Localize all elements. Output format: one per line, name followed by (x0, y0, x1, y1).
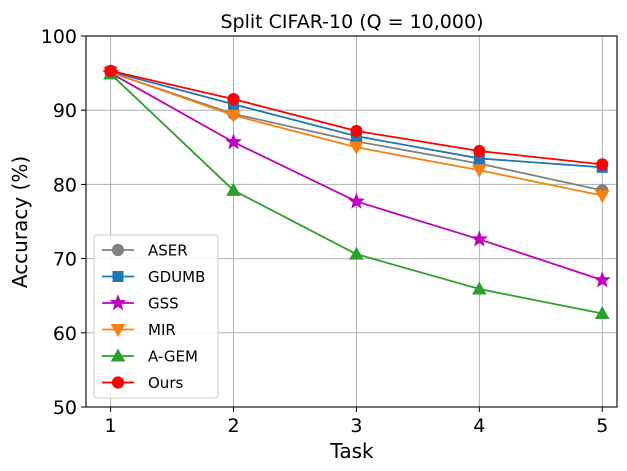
legend-label: GDUMB (148, 268, 205, 286)
legend-marker-gss (109, 294, 127, 311)
data-point-gss (347, 192, 365, 209)
y-axis-label: Accuracy (%) (8, 156, 32, 288)
y-tick-label: 70 (53, 249, 77, 271)
legend-item-aser: ASER (102, 242, 188, 260)
y-tick-label: 100 (41, 26, 77, 48)
legend-marker-aser (111, 243, 125, 257)
x-tick-label: 3 (350, 415, 362, 437)
series-ours (104, 64, 609, 171)
x-tick-label: 1 (105, 415, 117, 437)
data-point-mir (471, 164, 487, 178)
plot-frame (85, 35, 618, 408)
data-point-a-gem (349, 246, 364, 260)
x-tick-label: 4 (473, 415, 485, 437)
legend-item-gss: GSS (102, 294, 179, 313)
x-axis-label: Task (329, 439, 374, 463)
data-point-gss (470, 230, 488, 247)
y-tick-label: 80 (53, 174, 77, 196)
legend: ASER GDUMB GSS MIR A-GEM Ours (93, 234, 219, 399)
y-tick-label: 60 (53, 323, 77, 345)
data-point-a-gem (226, 182, 241, 196)
legend-label: MIR (148, 321, 176, 339)
data-point-ours (473, 144, 486, 158)
series-layer (102, 64, 611, 320)
data-point-ours (104, 64, 117, 77)
x-tick-label: 5 (596, 415, 608, 437)
legend-item-ours: Ours (102, 374, 183, 392)
tick-layer: 1 2 3 4 5 50 60 70 80 90 100 (41, 26, 609, 437)
data-point-a-gem (471, 281, 487, 295)
legend-marker-a-gem (110, 348, 126, 362)
legend-label: A-GEM (148, 348, 198, 366)
data-point-ours (596, 158, 609, 171)
data-point-gss (593, 271, 611, 288)
data-point-a-gem (594, 305, 610, 320)
legend-marker-ours (111, 376, 125, 389)
legend-marker-gdumb (112, 271, 124, 282)
legend-label: Ours (148, 374, 183, 392)
chart-title: Split CIFAR-10 (Q = 10,000) (221, 11, 484, 33)
legend-item-gdumb: GDUMB (102, 268, 205, 286)
x-tick-label: 2 (227, 415, 239, 437)
data-point-ours (227, 92, 240, 106)
y-tick-label: 50 (53, 397, 77, 419)
legend-item-mir: MIR (102, 321, 176, 339)
legend-label: ASER (148, 242, 188, 260)
data-point-ours (350, 124, 363, 138)
y-tick-label: 90 (53, 100, 77, 122)
legend-label: GSS (148, 295, 179, 313)
data-point-gss (225, 133, 242, 150)
data-point-mir (349, 141, 364, 155)
data-point-mir (594, 190, 610, 204)
legend-marker-mir (110, 324, 126, 338)
legend-item-a-gem: A-GEM (102, 348, 198, 366)
data-point-mir (226, 109, 241, 123)
